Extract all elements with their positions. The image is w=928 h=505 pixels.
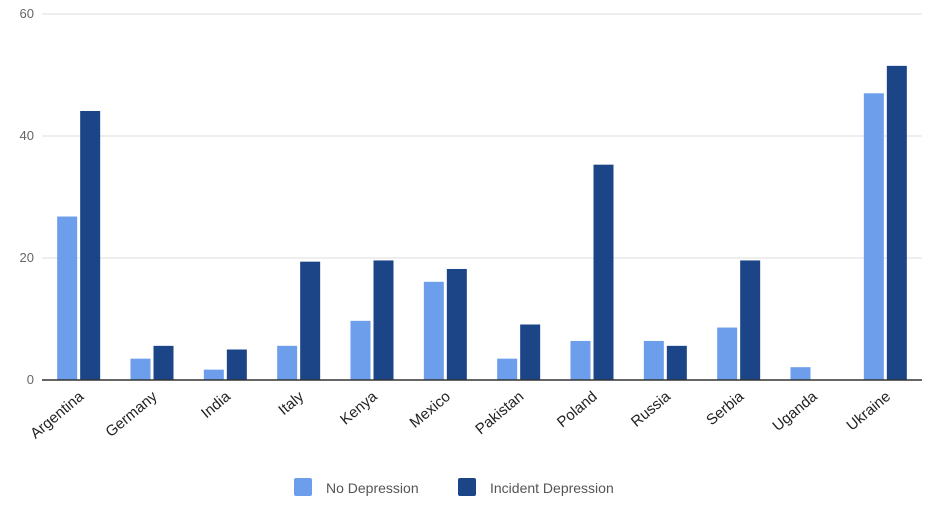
legend-label: Incident Depression	[490, 480, 614, 496]
bar-incident-depression-argentina	[80, 110, 101, 381]
x-axis-tick-labels: Argentina Germany India Italy Kenya Mexico Pak…	[27, 388, 894, 443]
bar-incident-depression-india	[226, 349, 247, 380]
gridlines	[42, 13, 922, 259]
legend-swatch	[294, 478, 312, 496]
bar-no-depression-uganda	[790, 367, 811, 380]
bar-no-depression-italy	[277, 345, 298, 380]
bar-no-depression-argentina	[57, 216, 78, 380]
bar-no-depression-ukraine	[863, 93, 884, 381]
bar-incident-depression-poland	[593, 164, 614, 380]
x-tick-label: India	[198, 388, 234, 422]
bar-incident-depression-kenya	[373, 260, 394, 380]
y-tick-label: 60	[20, 6, 34, 21]
legend-swatch	[458, 478, 476, 496]
bar-incident-depression-serbia	[740, 260, 761, 380]
x-tick-label: Russia	[628, 388, 675, 431]
y-tick-label: 40	[20, 128, 34, 143]
y-axis-tick-labels: 0 20 40 60	[20, 6, 34, 387]
legend-label: No Depression	[326, 480, 419, 496]
legend: No Depression Incident Depression	[294, 478, 614, 496]
y-tick-label: 20	[20, 250, 34, 265]
bar-no-depression-russia	[643, 340, 664, 380]
bar-incident-depression-italy	[300, 261, 321, 380]
bar-no-depression-serbia	[717, 327, 738, 380]
bar-incident-depression-mexico	[446, 268, 467, 380]
bar-no-depression-india	[203, 369, 224, 380]
bar-no-depression-germany	[130, 358, 151, 380]
x-tick-label: Poland	[554, 388, 601, 431]
x-tick-label: Mexico	[407, 388, 454, 432]
x-tick-label: Serbia	[703, 388, 748, 429]
bar-incident-depression-germany	[153, 345, 174, 380]
x-tick-label: Uganda	[769, 388, 821, 435]
x-tick-label: Pakistan	[472, 388, 527, 438]
bars	[57, 65, 907, 381]
x-tick-label: Kenya	[337, 388, 381, 429]
bar-no-depression-pakistan	[497, 358, 518, 380]
bar-incident-depression-russia	[666, 345, 687, 380]
x-tick-label: Germany	[102, 388, 161, 441]
x-tick-label: Argentina	[27, 388, 88, 443]
bar-no-depression-kenya	[350, 320, 371, 380]
bar-no-depression-poland	[570, 340, 591, 380]
bar-incident-depression-pakistan	[520, 324, 541, 380]
bar-no-depression-mexico	[423, 281, 444, 380]
x-tick-label: Italy	[275, 388, 307, 419]
x-tick-label: Ukraine	[843, 388, 894, 434]
y-tick-label: 0	[27, 372, 34, 387]
bar-incident-depression-ukraine	[886, 65, 907, 380]
